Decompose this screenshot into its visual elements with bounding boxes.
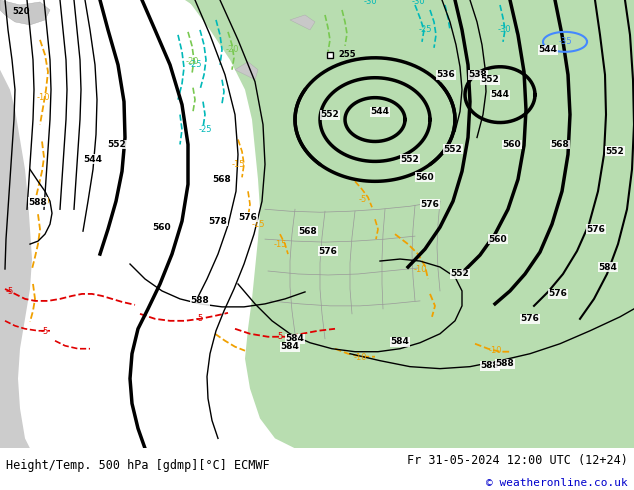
- Text: 560: 560: [503, 140, 521, 149]
- Text: 552: 552: [451, 270, 469, 278]
- Polygon shape: [185, 0, 220, 15]
- Text: 584: 584: [281, 342, 299, 351]
- Text: 568: 568: [212, 175, 231, 184]
- Text: 544: 544: [538, 45, 557, 54]
- Text: 568: 568: [299, 227, 318, 236]
- Text: Fr 31-05-2024 12:00 UTC (12+24): Fr 31-05-2024 12:00 UTC (12+24): [407, 454, 628, 466]
- Text: 588: 588: [496, 359, 514, 368]
- Text: -25: -25: [418, 25, 432, 34]
- Polygon shape: [440, 0, 634, 35]
- Text: 552: 552: [481, 75, 500, 84]
- Text: -10: -10: [36, 197, 49, 206]
- Polygon shape: [0, 0, 50, 25]
- Text: -25: -25: [198, 125, 212, 134]
- Text: -10: -10: [413, 265, 427, 273]
- Text: 588: 588: [481, 361, 500, 370]
- Text: 584: 584: [285, 334, 304, 343]
- Text: 552: 552: [605, 147, 624, 156]
- Text: 576: 576: [238, 213, 257, 221]
- Polygon shape: [290, 15, 315, 30]
- Text: 584: 584: [598, 263, 618, 271]
- Text: Height/Temp. 500 hPa [gdmp][°C] ECMWF: Height/Temp. 500 hPa [gdmp][°C] ECMWF: [6, 459, 270, 471]
- Text: -10: -10: [488, 346, 501, 355]
- Polygon shape: [490, 0, 560, 15]
- Text: 544: 544: [370, 107, 389, 116]
- Text: -30: -30: [411, 0, 425, 6]
- Text: 576: 576: [318, 246, 337, 256]
- Text: 536: 536: [437, 70, 455, 79]
- Text: 552: 552: [321, 110, 339, 119]
- Text: 552: 552: [444, 145, 462, 154]
- Text: -5: -5: [196, 314, 204, 323]
- Text: -35: -35: [558, 37, 572, 47]
- Text: 544: 544: [491, 90, 510, 99]
- Text: 255: 255: [338, 50, 356, 59]
- Polygon shape: [320, 0, 395, 35]
- Text: 578: 578: [209, 217, 228, 226]
- Text: 560: 560: [416, 173, 434, 182]
- Text: © weatheronline.co.uk: © weatheronline.co.uk: [486, 477, 628, 488]
- Text: -30: -30: [363, 0, 377, 6]
- Text: -10: -10: [36, 93, 49, 102]
- Text: -15: -15: [231, 160, 245, 169]
- Polygon shape: [235, 62, 258, 80]
- Polygon shape: [188, 0, 634, 448]
- Text: 588: 588: [29, 198, 48, 207]
- Text: 568: 568: [550, 140, 569, 149]
- Text: -15: -15: [273, 240, 287, 248]
- Text: 576: 576: [521, 314, 540, 323]
- Text: -25: -25: [188, 60, 202, 69]
- Text: 552: 552: [108, 140, 126, 149]
- Text: 584: 584: [391, 337, 410, 346]
- Text: 538: 538: [469, 70, 488, 79]
- Text: 544: 544: [84, 155, 103, 164]
- Text: 520: 520: [12, 7, 30, 16]
- Text: -15: -15: [251, 220, 265, 229]
- Text: -5: -5: [41, 327, 49, 336]
- Text: 552: 552: [401, 155, 419, 164]
- Text: 560: 560: [489, 235, 507, 244]
- Text: 576: 576: [586, 224, 605, 234]
- Text: -20: -20: [225, 45, 239, 54]
- Text: 560: 560: [153, 222, 171, 232]
- Text: -20: -20: [185, 57, 198, 66]
- Text: -30: -30: [497, 25, 511, 34]
- Text: 576: 576: [420, 200, 439, 209]
- Text: 576: 576: [548, 290, 567, 298]
- Text: -10: -10: [353, 353, 366, 362]
- Text: -5: -5: [359, 195, 367, 204]
- Polygon shape: [0, 0, 32, 448]
- Text: -5: -5: [276, 332, 284, 341]
- Text: 588: 588: [191, 296, 209, 305]
- Text: -5: -5: [6, 288, 14, 296]
